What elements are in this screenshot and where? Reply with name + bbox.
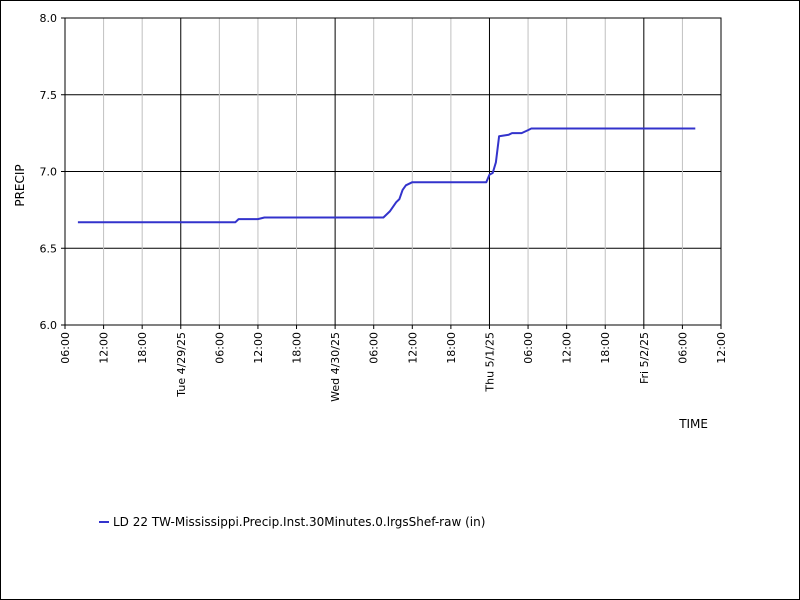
x-tick-label: Fri 5/2/25 xyxy=(638,332,651,384)
legend-label: LD 22 TW-Mississippi.Precip.Inst.30Minut… xyxy=(113,515,485,529)
y-tick-label: 7.5 xyxy=(40,89,58,102)
x-tick-label: 06:00 xyxy=(676,332,689,364)
x-tick-label: 18:00 xyxy=(599,332,612,364)
series-line xyxy=(77,127,696,224)
x-tick-label: Thu 5/1/25 xyxy=(483,332,496,393)
x-tick-label: 12:00 xyxy=(98,332,111,364)
x-axis-title: TIME xyxy=(678,417,708,431)
x-tick-label: 18:00 xyxy=(291,332,304,364)
x-tick-label: 06:00 xyxy=(59,332,72,364)
grid-lines xyxy=(64,17,722,326)
x-tick-label: Wed 4/30/25 xyxy=(329,332,342,402)
series-lines xyxy=(77,127,696,224)
y-axis-ticks: 6.0 6.5 7.0 7.5 8.0 xyxy=(40,12,65,332)
y-tick-label: 7.0 xyxy=(40,166,58,179)
x-tick-label: 12:00 xyxy=(252,332,265,364)
x-tick-label: 12:00 xyxy=(715,332,728,364)
y-tick-label: 6.5 xyxy=(40,242,58,255)
x-tick-label: 12:00 xyxy=(561,332,574,364)
y-axis-title: PRECIP xyxy=(13,164,27,206)
x-tick-label: 18:00 xyxy=(136,332,149,364)
legend: LD 22 TW-Mississippi.Precip.Inst.30Minut… xyxy=(99,515,485,529)
x-tick-label: 06:00 xyxy=(213,332,226,364)
x-tick-label: 06:00 xyxy=(368,332,381,364)
x-tick-label: 18:00 xyxy=(445,332,458,364)
x-tick-label: 06:00 xyxy=(522,332,535,364)
y-tick-label: 8.0 xyxy=(40,12,58,25)
x-tick-label: 12:00 xyxy=(406,332,419,364)
x-tick-label: Tue 4/29/25 xyxy=(175,332,188,398)
y-tick-label: 6.0 xyxy=(40,319,58,332)
x-axis-ticks: 06:00 12:00 18:00 Tue 4/29/25 06:00 12:00 18:0… xyxy=(59,325,728,402)
